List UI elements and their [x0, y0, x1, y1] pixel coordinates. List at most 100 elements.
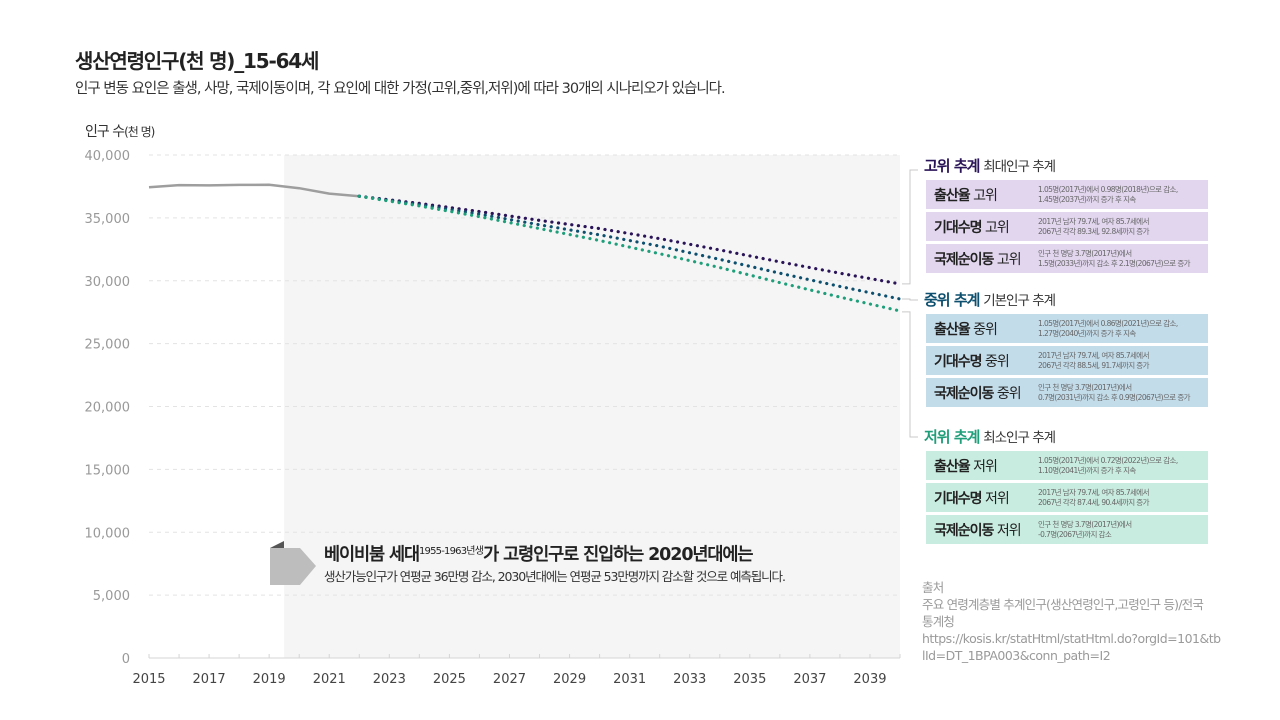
legend-row-description: 2017년 남자 79.7세, 여자 85.7세에서 2067년 각각 89.3세… [1038, 217, 1150, 236]
gridlines [149, 154, 900, 596]
legend-row-description: 1.05명(2017년)에서 0.72명(2022년)으로 감소, 1.10명(2… [1038, 456, 1178, 475]
legend-row: 출산율 저위 1.05명(2017년)에서 0.72명(2022년)으로 감소, 1… [926, 451, 1208, 480]
legend-row-label: 국제순이동 저위 [926, 520, 1038, 540]
series-line-historical [148, 183, 360, 198]
x-axis: 2015 2017 2019 2021 2023 2025 2027 2029 2031 2033… [132, 654, 901, 687]
legend-row-description: 1.05명(2017년)에서 0.86명(2021년)으로 감소, 1.27명(2… [1038, 319, 1178, 338]
x-tick-label: 2017 [193, 672, 226, 687]
legend-group-mid: 중위 추계 기본인구 추계 출산율 중위 1.05명(2017년)에서 0.86명(… [918, 289, 1208, 407]
y-tick-label: 10,000 [85, 526, 131, 541]
description-line: 인구 천 명당 3.7명(2017년)에서 [1038, 520, 1132, 529]
assumption-level: 고위 [993, 251, 1022, 268]
assumption-name: 기대수명 [934, 219, 983, 236]
description-line: 0.7명(2031년)까지 감소 후 0.9명(2067년)으로 증가 [1038, 392, 1191, 402]
description-line: 1.5명(2033년)까지 감소 후 2.1명(2067년)으로 증가 [1038, 258, 1191, 268]
assumption-name: 출산율 [934, 458, 971, 475]
y-tick-label: 20,000 [85, 401, 131, 416]
callout-title-sup: 1955-1963년생 [419, 546, 484, 557]
legend-row-description: 1.05명(2017년)에서 0.98명(2018년)으로 감소, 1.45명(2… [1038, 185, 1178, 204]
description-line: 2067년 각각 88.5세, 91.7세까지 증가 [1038, 360, 1150, 370]
series-line-low [357, 194, 902, 313]
legend-subtitle: 최대인구 추계 [983, 159, 1056, 175]
series-line-high [357, 194, 902, 286]
legend-row: 기대수명 중위 2017년 남자 79.7세, 여자 85.7세에서 2067년 각… [926, 346, 1208, 375]
legend-heading: 저위 추계 최소인구 추계 [918, 426, 1208, 448]
description-line: 1.05명(2017년)에서 0.86명(2021년)으로 감소, [1038, 319, 1178, 328]
source-line-2: 통계청 [922, 614, 955, 629]
x-tick-label: 2027 [493, 672, 526, 687]
assumption-level: 저위 [969, 458, 998, 475]
description-line: 1.45명(2037년)까지 증가 후 지속 [1038, 194, 1136, 204]
legend-row-description: 인구 천 명당 3.7명(2017년)에서 0.7명(2031년)까지 감소 후 … [1038, 383, 1191, 402]
y-axis-label-main: 인구 수 [85, 124, 125, 140]
description-line: 인구 천 명당 3.7명(2017년)에서 [1038, 383, 1132, 392]
legend-row-description: 인구 천 명당 3.7명(2017년)에서 1.5명(2033년)까지 감소 후 … [1038, 249, 1191, 268]
legend-row-description: 2017년 남자 79.7세, 여자 85.7세에서 2067년 각각 88.5세… [1038, 351, 1150, 370]
legend-connectors [902, 169, 918, 438]
callout-title: 베이비붐 세대1955-1963년생가 고령인구로 진입하는 2020년대에는 [324, 541, 754, 566]
legend-row: 출산율 고위 1.05명(2017년)에서 0.98명(2018년)으로 감소, 1… [926, 180, 1208, 209]
x-tick-label: 2019 [253, 672, 286, 687]
callout-title-pre: 베이비붐 세대 [324, 545, 420, 565]
source-url: https://kosis.kr/statHtml/statHtml.do?or… [922, 631, 1221, 663]
assumption-level: 중위 [981, 353, 1010, 370]
y-tick-label: 40,000 [85, 149, 131, 164]
description-line: 2017년 남자 79.7세, 여자 85.7세에서 [1038, 351, 1150, 360]
description-line: 2017년 남자 79.7세, 여자 85.7세에서 [1038, 217, 1150, 226]
legend-subtitle: 최소인구 추계 [983, 430, 1056, 446]
series-group [148, 183, 902, 313]
legend-row-description: 인구 천 명당 3.7명(2017년)에서 -0.7명(2067년)까지 감소 [1038, 520, 1132, 539]
x-tick-label: 2025 [433, 672, 466, 687]
source-line-1: 주요 연령계층별 추계인구(생산연령인구,고령인구 등)/전국 [922, 597, 1204, 612]
x-tick-label: 2031 [613, 672, 646, 687]
x-tick-label: 2033 [673, 672, 706, 687]
legend-row: 기대수명 고위 2017년 남자 79.7세, 여자 85.7세에서 2067년 각… [926, 212, 1208, 241]
assumption-name: 기대수명 [934, 490, 983, 507]
legend-title: 중위 추계 [924, 291, 980, 309]
legend-row-label: 국제순이동 고위 [926, 249, 1038, 269]
x-tick-label: 2035 [733, 672, 766, 687]
legend-row-label: 출산율 중위 [926, 319, 1038, 339]
legend-heading: 중위 추계 기본인구 추계 [918, 289, 1208, 311]
connector-line [902, 311, 918, 438]
assumption-name: 국제순이동 [934, 385, 994, 402]
legend-row: 출산율 중위 1.05명(2017년)에서 0.86명(2021년)으로 감소, 1… [926, 314, 1208, 343]
description-line: 1.27명(2040년)까지 증가 후 지속 [1038, 328, 1136, 338]
x-tick-label: 2029 [553, 672, 586, 687]
assumption-level: 고위 [981, 219, 1010, 236]
legend-title: 저위 추계 [924, 428, 980, 446]
assumption-name: 출산율 [934, 321, 971, 338]
legend-row-label: 기대수명 고위 [926, 217, 1038, 237]
legend-row-label: 국제순이동 중위 [926, 383, 1038, 403]
callout-title-post: 가 고령인구로 진입하는 2020년대에는 [483, 545, 753, 565]
legend-title: 고위 추계 [924, 157, 980, 175]
legend-subtitle: 기본인구 추계 [983, 293, 1056, 309]
description-line: 2067년 각각 89.3세, 92.8세까지 증가 [1038, 226, 1150, 236]
assumption-level: 저위 [981, 490, 1010, 507]
x-tick-label: 2023 [373, 672, 406, 687]
legend-row-label: 기대수명 중위 [926, 351, 1038, 371]
assumption-level: 중위 [993, 385, 1022, 402]
assumption-name: 출산율 [934, 187, 971, 204]
legend-row: 기대수명 저위 2017년 남자 79.7세, 여자 85.7세에서 2067년 각… [926, 483, 1208, 512]
description-line: 1.05명(2017년)에서 0.72명(2022년)으로 감소, [1038, 456, 1178, 465]
y-tick-label: 25,000 [85, 338, 131, 353]
assumption-name: 국제순이동 [934, 251, 994, 268]
legend-row: 국제순이동 저위 인구 천 명당 3.7명(2017년)에서 -0.7명(2067년… [926, 515, 1208, 544]
legend-heading: 고위 추계 최대인구 추계 [918, 155, 1208, 177]
y-axis-label-unit: (천 명) [124, 125, 155, 139]
assumption-name: 국제순이동 [934, 522, 994, 539]
legend-row: 국제순이동 고위 인구 천 명당 3.7명(2017년)에서 1.5명(2033년)… [926, 244, 1208, 273]
x-tick-label: 2015 [132, 672, 165, 687]
description-line: 1.10명(2041년)까지 증가 후 지속 [1038, 465, 1136, 475]
description-line: -0.7명(2067년)까지 감소 [1038, 529, 1112, 539]
page-title: 생산연령인구(천 명)_15-64세 [75, 49, 319, 73]
source-block: 출처 주요 연령계층별 추계인구(생산연령인구,고령인구 등)/전국 통계청 h… [922, 579, 1222, 664]
y-tick-label: 35,000 [85, 212, 131, 227]
description-line: 2067년 각각 87.4세, 90.4세까지 증가 [1038, 497, 1150, 507]
assumption-level: 중위 [969, 321, 998, 338]
assumption-level: 고위 [969, 187, 998, 204]
y-tick-label: 30,000 [85, 275, 131, 290]
y-axis-ticks: 0 5,000 10,000 15,000 20,000 25,000 30,000 35,0… [85, 149, 131, 667]
